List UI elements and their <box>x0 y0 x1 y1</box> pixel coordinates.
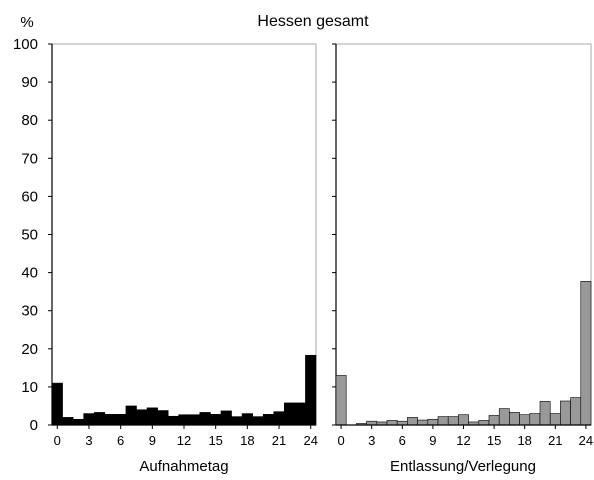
y-axis-unit: % <box>20 14 33 31</box>
bar-1-24 <box>580 281 592 426</box>
x-tick-label-1-15: 15 <box>487 433 501 448</box>
x-tick-label-1-3: 3 <box>368 433 375 448</box>
x-tick-label-0-18: 18 <box>240 433 254 448</box>
x-tick-label-0-9: 9 <box>149 433 156 448</box>
bar-0-24 <box>305 354 317 426</box>
x-tick-label-1-6: 6 <box>399 433 406 448</box>
y-tick-label-70: 70 <box>21 150 38 167</box>
bar-1-22 <box>560 400 571 426</box>
panel-discharge: 0 3 6 9 12 15 18 21 24 <box>332 43 593 448</box>
y-axis-ticks: 0 10 20 30 40 50 60 70 80 90 100 <box>13 36 38 434</box>
bar-1-12 <box>458 414 469 426</box>
bar-1-0 <box>335 375 347 426</box>
x-tick-label-1-21: 21 <box>548 433 562 448</box>
x-axis-label-admission: Aufnahmetag <box>139 458 228 475</box>
bar-0-13 <box>188 414 201 426</box>
y-tick-label-0: 0 <box>30 417 38 434</box>
bar-0-4 <box>93 412 106 426</box>
y-tick-label-20: 20 <box>21 341 38 358</box>
bar-0-7 <box>125 405 137 426</box>
bar-1-19 <box>529 413 541 426</box>
bar-1-20 <box>539 401 551 426</box>
bar-0-11 <box>167 415 180 426</box>
bar-1-15 <box>488 415 500 426</box>
bar-1-10 <box>437 416 449 426</box>
x-tick-label-0-0: 0 <box>54 433 61 448</box>
x-tick-label-1-0: 0 <box>337 433 344 448</box>
bar-1-8 <box>417 419 429 426</box>
x-tick-label-1-18: 18 <box>517 433 531 448</box>
bar-0-6 <box>115 414 127 426</box>
x-tick-label-1-12: 12 <box>456 433 470 448</box>
y-tick-label-60: 60 <box>21 188 38 205</box>
bar-0-16 <box>220 410 232 426</box>
bar-0-19 <box>252 416 264 426</box>
y-tick-label-30: 30 <box>21 303 38 320</box>
bar-1-7 <box>407 417 418 426</box>
bar-0-17 <box>231 416 243 426</box>
bar-0-0 <box>51 382 63 426</box>
bar-1-9 <box>427 418 439 426</box>
bar-0-23 <box>294 402 306 426</box>
bar-0-18 <box>241 413 253 426</box>
plot-frame-1 <box>335 43 592 426</box>
plot-frame-0 <box>51 43 317 426</box>
x-tick-label-0-24: 24 <box>303 433 317 448</box>
bar-0-15 <box>210 414 222 426</box>
y-tick-label-40: 40 <box>21 265 38 282</box>
panel-admission: 0 3 6 9 12 15 18 21 24 <box>48 43 318 448</box>
y-tick-label-80: 80 <box>21 112 38 129</box>
bar-0-8 <box>136 409 148 426</box>
x-tick-label-0-3: 3 <box>85 433 92 448</box>
bar-1-23 <box>570 397 582 426</box>
bar-0-10 <box>157 410 169 426</box>
bar-1-16 <box>498 408 510 426</box>
bar-0-2 <box>72 418 84 426</box>
x-tick-label-0-15: 15 <box>208 433 222 448</box>
x-axis-label-discharge: Entlassung/Verlegung <box>390 458 536 475</box>
x-tick-label-0-12: 12 <box>177 433 191 448</box>
bar-1-5 <box>386 420 398 426</box>
bar-0-14 <box>199 412 211 426</box>
bar-1-17 <box>509 412 520 426</box>
x-tick-label-1-24: 24 <box>579 433 593 448</box>
chart-title: Hessen gesamt <box>257 13 369 30</box>
bar-0-12 <box>178 414 190 426</box>
bar-1-11 <box>447 416 459 426</box>
bar-1-14 <box>478 420 490 426</box>
bar-0-9 <box>146 407 158 426</box>
x-tick-label-0-6: 6 <box>117 433 124 448</box>
x-tick-label-0-21: 21 <box>272 433 286 448</box>
y-tick-label-100: 100 <box>13 36 38 53</box>
y-tick-label-50: 50 <box>21 227 38 244</box>
bar-0-5 <box>104 414 116 426</box>
bar-0-20 <box>262 414 275 426</box>
bar-0-21 <box>273 411 285 426</box>
y-tick-label-90: 90 <box>21 74 38 91</box>
bar-0-1 <box>62 417 74 426</box>
y-tick-label-10: 10 <box>21 379 38 396</box>
bar-0-22 <box>284 402 296 426</box>
x-tick-label-1-9: 9 <box>429 433 436 448</box>
bar-0-3 <box>83 413 95 426</box>
bar-1-21 <box>549 413 561 426</box>
bar-1-18 <box>519 414 531 426</box>
